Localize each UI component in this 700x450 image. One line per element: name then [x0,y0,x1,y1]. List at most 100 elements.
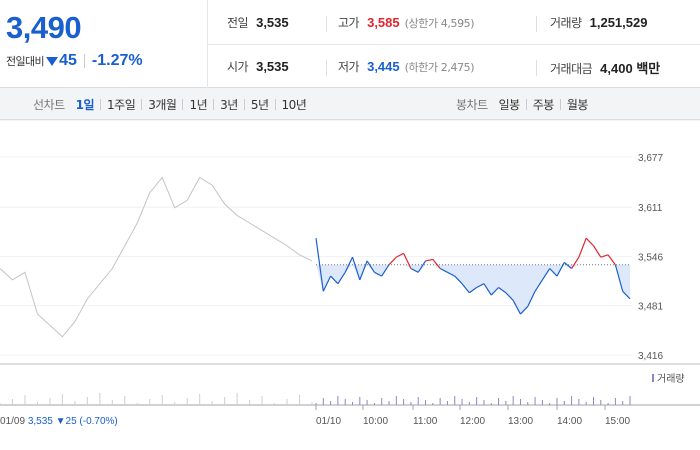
tab-3y[interactable]: 3년 [220,97,238,112]
price-segment [439,267,448,273]
price-segment [447,271,456,277]
stat-value: 1,251,529 [589,15,648,30]
price-segment [607,254,616,266]
tab-1w[interactable]: 1주일 [107,97,136,112]
price-segment [527,291,536,307]
price-segment [490,287,499,296]
change-rate: -1.27% [91,52,143,69]
y-tick-label: 3,611 [638,203,663,214]
legend-label: 거래량 [657,373,685,385]
price-stats: 전일 3,535 고가 3,585 (상한가 4,595) 거래량 1,251,… [208,0,700,88]
stat-prev-close: 전일 3,535 [227,14,289,34]
tab-daily[interactable]: 일봉 [498,97,521,112]
divider [100,98,102,110]
divider [274,98,276,110]
tab-3m[interactable]: 3개월 [148,97,177,112]
price-segment [578,237,587,258]
price-segment [483,283,492,296]
divider [83,54,85,68]
x-tick-label: 14:00 [557,416,582,427]
tab-monthly[interactable]: 월봉 [566,97,589,112]
chart-period-bar: 선차트 1일 1주일 3개월 1년 3년 5년 10년 봉차트 일봉 주봉 월봉 [0,88,700,120]
price-summary: 3,490 전일대비 45 -1.27% [0,0,208,88]
divider [182,98,184,110]
price-segment [330,275,339,285]
price-segment [512,300,521,315]
change-label: 전일대비 [6,55,45,68]
price-segment [337,271,346,285]
candle-chart-tabs: 봉차트 일봉 주봉 월봉 [456,88,594,120]
baseline-fill [316,264,630,315]
x-tick-label: 12:00 [460,416,485,427]
stat-label: 거래대금 [550,62,593,76]
price-segment [374,271,382,277]
price-segment [498,286,507,294]
price-segment [476,283,485,289]
price-segment [622,290,631,300]
tab-10y[interactable]: 10년 [281,97,307,112]
quote-header: 3,490 전일대비 45 -1.27% 전일 3,535 고가 3,585 (… [0,0,700,88]
price-segment [403,253,412,269]
y-axis: 3,677 3,611 3,546 3,481 3,416 [638,153,663,362]
tab-1d[interactable]: 1일 [75,97,95,112]
price-segment [563,261,572,269]
stat-value: 3,445 [367,59,400,74]
price-segment [534,279,543,292]
stat-value: 3,535 [256,59,289,74]
divider [536,60,537,76]
price-segment [359,260,368,281]
divider [213,98,215,110]
divider [525,98,527,110]
tab-1y[interactable]: 1년 [189,97,208,112]
divider [141,98,143,110]
x-axis: 01/09 3,535 ▼25 (-0.70%) 01/10 10:00 11:00 1… [0,405,630,427]
price-segment [571,256,580,269]
y-tick-label: 3,546 [638,252,663,263]
price-segment [315,238,324,292]
price-segment [468,286,478,294]
upper-limit: (상한가 4,595) [404,17,475,30]
divider [559,98,561,110]
price-segment [396,252,404,258]
divider [243,98,245,110]
candle-chart-title: 봉차트 [456,97,488,112]
price-segment [417,260,427,273]
price-segment [410,267,419,273]
down-triangle-icon [46,56,59,66]
change-row: 전일대비 45 -1.27% [6,52,143,70]
stat-value: 4,400 백만 [600,61,661,76]
row-divider [208,44,700,45]
change-value: 45 [59,52,77,69]
tab-weekly[interactable]: 주봉 [532,97,555,112]
stat-low: 저가 3,445 (하한가 2,475) [338,58,475,78]
price-segment [344,256,354,273]
y-tick-label: 3,481 [638,302,663,313]
stat-label: 전일 [227,16,249,30]
stat-open: 시가 3,535 [227,58,289,78]
price-segment [432,259,441,269]
lower-limit: (하한가 2,475) [404,61,475,74]
prev-day-line [0,176,313,338]
intraday-chart: 3,677 3,611 3,546 3,481 3,416 01/09 3,535 ▼2… [0,120,700,450]
divider [326,16,327,32]
stat-volume: 거래량 1,251,529 [550,14,647,34]
price-segment [614,264,624,292]
stat-trade-amount: 거래대금 4,400 백만 [550,58,660,78]
x-tick-label: 01/10 [316,416,341,427]
tab-5y[interactable]: 5년 [250,97,269,112]
x-tick-label: 15:00 [605,416,630,427]
line-chart-tabs: 선차트 1일 1주일 3개월 1년 3년 5년 10년 [33,88,312,120]
price-segment [520,306,529,315]
price-chart-svg: 3,677 3,611 3,546 3,481 3,416 01/09 3,535 ▼2… [0,120,700,427]
price-segment [461,283,470,294]
divider [536,16,537,32]
prev-day-info: 01/09 3,535 ▼25 (-0.70%) [0,416,118,427]
stat-high: 고가 3,585 (상한가 4,595) [338,14,475,34]
price-segment [322,275,332,292]
price-lines [0,176,631,338]
x-tick-label: 11:00 [413,416,438,427]
stat-label: 시가 [227,60,249,74]
stat-value: 3,585 [367,15,400,30]
below-baseline-fill [316,264,630,315]
volume-bars [0,393,631,405]
